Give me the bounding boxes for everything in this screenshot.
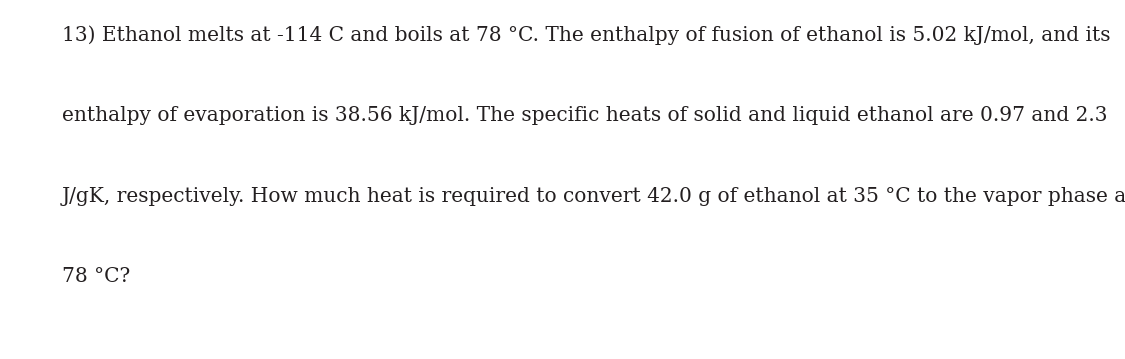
Text: J/gK, respectively. How much heat is required to convert 42.0 g of ethanol at 35: J/gK, respectively. How much heat is req… bbox=[62, 187, 1125, 206]
Text: 78 °C?: 78 °C? bbox=[62, 267, 130, 286]
Text: enthalpy of evaporation is 38.56 kJ/mol. The specific heats of solid and liquid : enthalpy of evaporation is 38.56 kJ/mol.… bbox=[62, 106, 1107, 125]
Text: 13) Ethanol melts at -114 C and boils at 78 °C. The enthalpy of fusion of ethano: 13) Ethanol melts at -114 C and boils at… bbox=[62, 25, 1110, 45]
